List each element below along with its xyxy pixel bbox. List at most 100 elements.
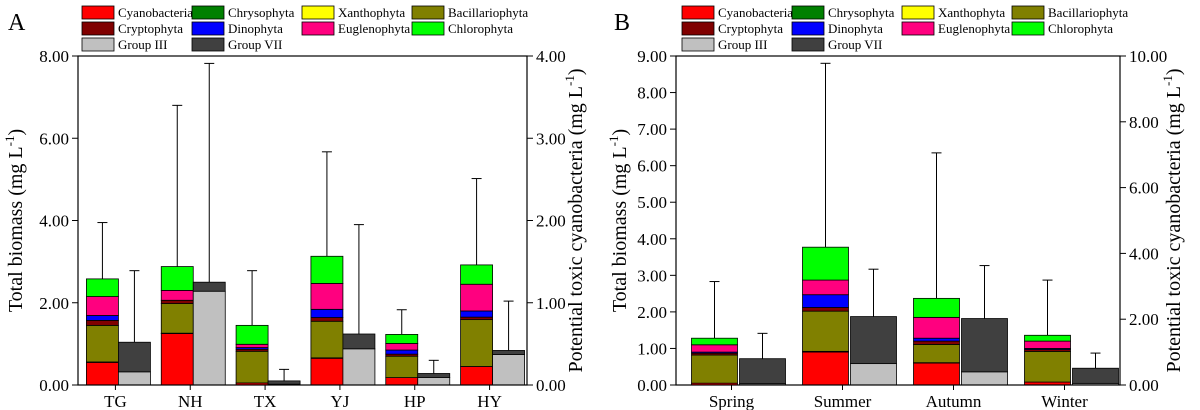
panel-b-legend-label-xanthophyta: Xanthophyta [938, 5, 1005, 20]
panel-a-bar-yj-cyanobacteria [310, 357, 344, 386]
panel-b-bar-autumn-chlorophyta [913, 297, 960, 318]
panel-b-bar-winter-bacillariophyta [1024, 350, 1071, 383]
panel-a-y-tick-label-2: 4.00 [39, 212, 69, 231]
panel-b-y2-tick-label-3: 6.00 [1129, 179, 1159, 198]
panel-b-legend-label-euglenophyta: Euglenophyta [938, 21, 1010, 36]
panel-a-bar-hp-chlorophyta [385, 334, 419, 344]
panel-a-legend-swatch-cryptophyta [81, 21, 115, 36]
panel-b-y-axis-title-exp: -1 [606, 136, 621, 147]
panel-b-legend-swatch-cyanobacteria [681, 5, 715, 20]
panel-b-legend-swatch-cryptophyta [681, 21, 715, 36]
panel-a-y-axis-title-exp: -1 [2, 136, 17, 147]
panel-b-legend-swatch-group-vii [791, 37, 825, 52]
panel-a-bar-hy-bacillariophyta [460, 319, 493, 367]
panel-b-legend-swatch-xanthophyta [901, 5, 935, 20]
panel-b-legend-label-dinophyta: Dinophyta [828, 21, 883, 36]
panel-b-y2-tick-label-4: 8.00 [1129, 113, 1159, 132]
panel-a-bar-yj-dinophyta [310, 308, 344, 318]
panel-a-bar-hy-chlorophyta [460, 264, 493, 285]
panel-b-x-tick-label-summer: Summer [814, 392, 872, 410]
panel-a-bar-tg-cyanobacteria [86, 361, 119, 386]
panel-a-bar-nh-euglenophyta [160, 290, 194, 301]
panel-a-y-axis-title-base: Total biomass (mg L [5, 146, 27, 312]
panel-b-y-tick-label-7: 7.00 [637, 120, 667, 139]
panel-a-legend-label-cyanobacteria: Cyanobacteria [118, 5, 193, 20]
panel-a-legend-label-euglenophyta: Euglenophyta [338, 21, 410, 36]
panel-b-y-axis-title: Total biomass (mg L-1) [606, 129, 631, 312]
panel-b-bar-autumn-bacillariophyta [913, 344, 960, 364]
panel-a-legend-swatch-chlorophyta [411, 21, 445, 36]
panel-a-toxic-bar-yj-group-vii [342, 333, 376, 350]
panel-b-legend-label-group-vii: Group VII [828, 37, 882, 52]
panel-a-legend-label-bacillariophyta: Bacillariophyta [448, 5, 528, 20]
panel-a-bar-nh-cyanobacteria [160, 333, 194, 386]
panel-b-bar-summer-cryptophyta [802, 307, 849, 312]
panel-b-y2-tick-label-0: 0.00 [1129, 376, 1159, 395]
panel-a-y-tick-label-4: 8.00 [39, 47, 69, 66]
chart-panel-a: TG NH TX YJ HP HY 0.00 2.00 4.00 6.00 8.00 0.00 1.00… [2, 5, 587, 410]
panel-b-toxic-bar-summer-group-iii [850, 363, 897, 386]
panel-a-bar-yj-chlorophyta [310, 255, 344, 284]
panel-a-bar-tx-bacillariophyta [235, 350, 269, 384]
panel-a-x-tick-label-hy: HY [477, 392, 502, 410]
panel-a-bar-hp-dinophyta [385, 349, 419, 355]
panel-b-bar-summer-bacillariophyta [802, 310, 849, 352]
panel-b-y2-axis-title-base: Potential toxic cyanobacteria (mg L [1163, 86, 1185, 373]
panel-a-y-tick-label-1: 2.00 [39, 294, 69, 313]
panel-a-y2-tick-label-0: 0.00 [536, 376, 566, 395]
panel-a-legend-label-group-iii: Group III [118, 37, 167, 52]
panel-a-y2-tick-label-2: 2.00 [536, 212, 566, 231]
panel-a-bar-tx-euglenophyta [235, 343, 269, 348]
panel-b-y2-tick-label-5: 10.00 [1129, 47, 1167, 66]
panel-b-y-tick-label-4: 4.00 [637, 230, 667, 249]
panel-b-y-tick-label-3: 3.00 [637, 266, 667, 285]
panel-a-bar-nh-bacillariophyta [160, 303, 194, 334]
panel-b-toxic-bar-winter-group-vii [1072, 367, 1119, 384]
panel-b-toxic-bar-autumn-group-vii [961, 318, 1008, 373]
panel-b-legend-label-cryptophyta: Cryptophyta [718, 21, 783, 36]
panel-a-bar-tg-euglenophyta [86, 296, 119, 316]
panel-a-toxic-bar-tg-group-iii [118, 371, 151, 386]
panel-b-plot-frame [675, 55, 1121, 386]
panel-b-bar-summer-cyanobacteria [802, 351, 849, 386]
panel-a-toxic-bar-hp-group-vii [417, 373, 451, 378]
panel-a-bar-hp-cyanobacteria [385, 377, 419, 386]
panel-a-bar-tx-chlorophyta [235, 324, 269, 345]
panel-a-y-axis-title-end: ) [5, 129, 27, 136]
panel-b-legend-label-cyanobacteria: Cyanobacteria [718, 5, 793, 20]
panel-b-legend-label-chrysophyta: Chrysophyta [828, 5, 895, 20]
panel-b-y-tick-label-0: 0.00 [637, 376, 667, 395]
panel-a-y2-tick-label-3: 3.00 [536, 129, 566, 148]
panel-b-y2-axis-title: Potential toxic cyanobacteria (mg L-1) [1160, 68, 1185, 372]
panel-b-legend-swatch-chlorophyta [1011, 21, 1045, 36]
panel-b-y-tick-label-8: 8.00 [637, 84, 667, 103]
panel-b-toxic-bar-summer-group-vii [850, 316, 897, 365]
panel-a-y-tick-label-0: 0.00 [39, 376, 69, 395]
panel-a-bar-hy-dinophyta [460, 310, 493, 318]
panel-a-legend-label-chlorophyta: Chlorophyta [448, 21, 513, 36]
panel-b-legend-label-group-iii: Group III [718, 37, 767, 52]
panel-b-x-tick-label-spring: Spring [709, 392, 755, 410]
panel-b-y-tick-label-5: 5.00 [637, 193, 667, 212]
panel-a-plot-frame [77, 55, 528, 386]
panel-b-y-tick-label-9: 9.00 [637, 47, 667, 66]
panel-a-legend-label-group-vii: Group VII [228, 37, 282, 52]
panel-b-bar-autumn-dinophyta [913, 337, 960, 342]
panel-a-y2-axis-title: Potential toxic cyanobacteria (mg L-1) [562, 68, 587, 372]
panel-b-y-tick-label-6: 6.00 [637, 157, 667, 176]
panel-a-x-tick-label-tg: TG [104, 392, 127, 410]
panel-a-toxic-bar-nh-group-vii [192, 281, 226, 292]
panel-b-bar-winter-euglenophyta [1024, 340, 1071, 349]
panel-b-y2-tick-label-1: 2.00 [1129, 310, 1159, 329]
panel-a-legend-swatch-dinophyta [191, 21, 225, 36]
panel-b-legend-swatch-group-iii [681, 37, 715, 52]
panel-a-legend-label-xanthophyta: Xanthophyta [338, 5, 405, 20]
panel-b-y2-tick-label-2: 4.00 [1129, 244, 1159, 263]
panel-a-y2-axis-title-base: Potential toxic cyanobacteria (mg L [565, 86, 587, 373]
panel-a-legend-swatch-cyanobacteria [81, 5, 115, 20]
panel-a-y2-axis-title-exp: -1 [562, 75, 577, 86]
panel-b-toxic-bar-spring-group-vii [739, 358, 786, 385]
panel-b-bar-autumn-cyanobacteria [913, 362, 960, 386]
panel-a-bar-hp-bacillariophyta [385, 355, 419, 378]
